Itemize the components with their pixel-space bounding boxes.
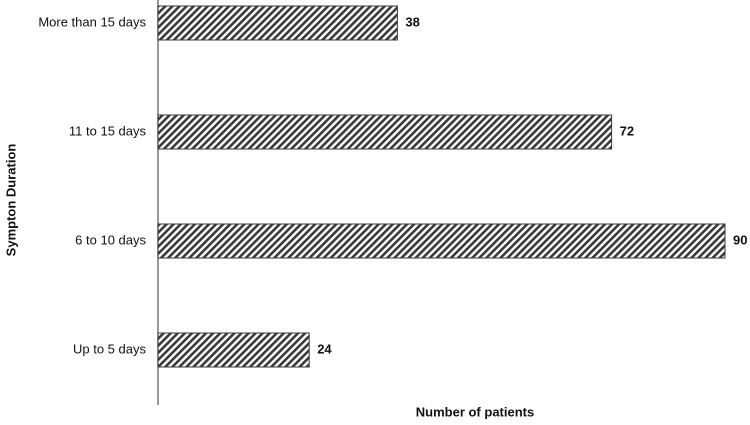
- bar: [157, 114, 613, 150]
- y-axis-label: Sympton Duration: [3, 144, 18, 257]
- bar: [157, 5, 398, 41]
- bar: [157, 223, 726, 259]
- y-tick-label: 11 to 15 days: [69, 123, 147, 138]
- bar: [157, 332, 310, 368]
- y-tick-label: 6 to 10 days: [75, 232, 146, 247]
- data-label: 90: [733, 232, 747, 247]
- data-label: 72: [620, 123, 634, 138]
- data-label: 38: [405, 14, 419, 29]
- x-axis-label: Number of patients: [416, 404, 534, 419]
- y-tick-label: More than 15 days: [38, 14, 146, 29]
- y-tick-label: Up to 5 days: [73, 341, 146, 356]
- data-label: 24: [317, 341, 332, 356]
